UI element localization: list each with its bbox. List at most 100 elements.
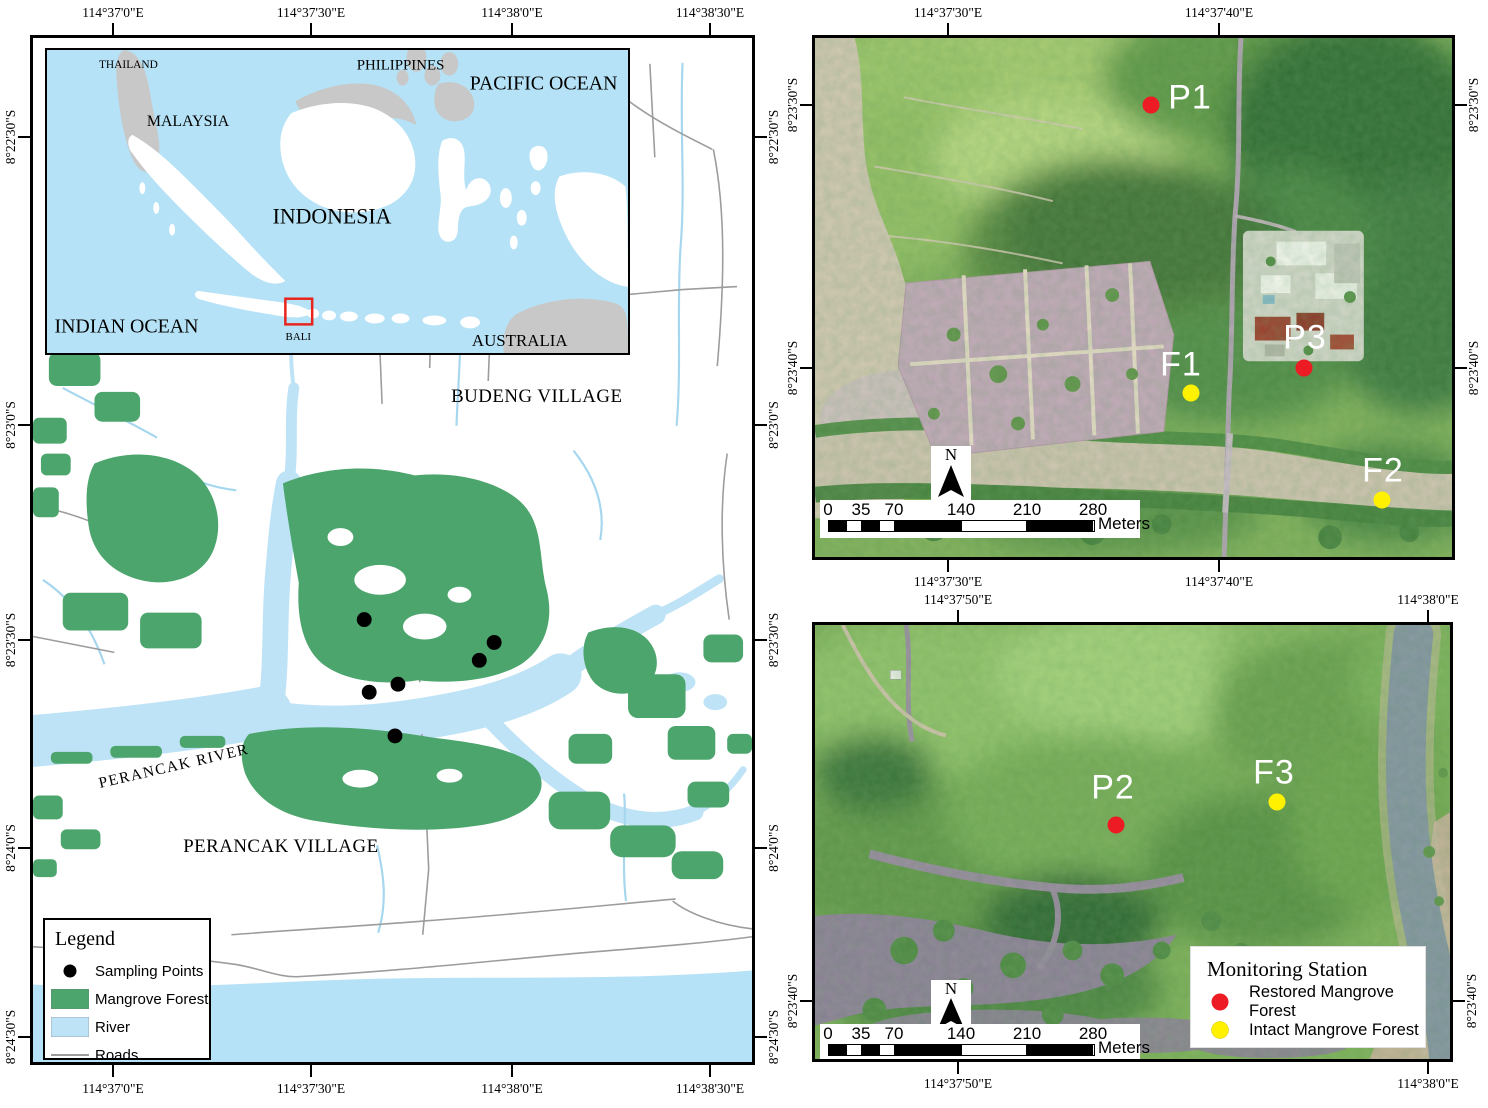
axis-tick [18,424,30,426]
legend-item-river: River [45,1013,209,1041]
axis-tick [112,1065,114,1077]
restored-dot-icon [1191,993,1249,1011]
axis-tick [709,23,711,35]
lon-label: 114°38'30"E [675,1081,745,1096]
scalebar-tick: 210 [1012,1024,1042,1043]
station-dot-F2 [1373,491,1391,509]
lat-label: 8°23'40"S [785,973,800,1029]
legend-item-label: Intact Mangrove Forest [1249,1020,1419,1039]
axis-tick [957,610,959,622]
lon-label: 114°37'50"E [923,1076,993,1091]
axis-tick [310,23,312,35]
scalebar-tick: 280 [1078,1024,1108,1043]
legend-item-label: River [95,1018,131,1036]
scalebar-tick: 0 [823,500,833,519]
sea-shape [33,970,752,1062]
north-arrow: N [931,446,971,502]
axis-tick [709,1065,711,1077]
legend-title: Legend [55,928,115,950]
label-perancak-village: PERANCAK VILLAGE [183,836,378,857]
axis-tick [18,136,30,138]
scalebar-tick: 70 [884,1024,904,1043]
axis-tick [800,104,812,106]
legend-item-label: Restored Mangrove Forest [1249,983,1394,1020]
lon-label: 114°37'30"E [913,574,983,589]
lon-label: 114°37'0"E [82,1081,144,1096]
north-arrow-icon [938,998,964,1028]
overview-map: BUDENG VILLAGE PERANCAK RIVER PERANCAK V… [30,35,755,1065]
lat-label: 8°23'40"S [1464,973,1479,1029]
legend-item-sampling-points: Sampling Points [45,957,209,985]
axis-tick [112,23,114,35]
axis-tick [755,847,767,849]
legend-item-label: Sampling Points [95,962,204,980]
axis-tick [1427,1062,1429,1074]
axis-tick [18,1036,30,1038]
aerial-panel-top: P1 F1 P3 F2 N 0 35 70 140 210 280 Meters [812,35,1455,560]
lat-label: 8°23'30"S [3,612,18,668]
north-label: N [944,445,958,464]
inset-indonesia-land [128,103,628,329]
scalebar: 0 35 70 140 210 280 Meters [820,1024,1150,1059]
mangrove-clearings [327,528,472,788]
axis-tick [18,847,30,849]
river-swatch-icon [45,1017,95,1037]
legend-item-roads: Roads [45,1041,209,1062]
scalebar-tick: 35 [851,500,871,519]
inset-label-pacific-ocean: PACIFIC OCEAN [470,73,618,95]
north-label: N [944,979,958,998]
inset-label-thailand: THAILAND [99,59,158,71]
scalebar-tick: 210 [1012,500,1042,519]
scalebar-bar [828,1044,1095,1056]
scalebar-tick: 280 [1078,500,1108,519]
lat-label: 8°24'0"S [766,824,781,872]
axis-tick [511,1065,513,1077]
sampling-points [356,612,502,744]
axis-tick [800,1000,812,1002]
lat-label: 8°24'30"S [3,1009,18,1065]
north-arrow-icon [938,465,964,497]
lon-label: 114°38'0"E [1397,592,1459,607]
legend-item-label: Mangrove Forest [95,990,209,1008]
scalebar: 0 35 70 140 210 280 Meters [820,500,1150,538]
lat-label: 8°23'40"S [1466,340,1481,396]
label-budeng-village: BUDENG VILLAGE [451,386,622,407]
scalebar-tick: 0 [823,1024,833,1043]
axis-tick [957,1062,959,1074]
axis-tick [1455,104,1467,106]
lat-label: 8°23'30"S [766,612,781,668]
intact-dot-icon [1191,1021,1249,1039]
axis-tick [1427,610,1429,622]
station-label-F1: F1 [1160,345,1202,384]
station-label-F2: F2 [1362,451,1404,490]
lon-label: 114°37'30"E [276,1081,346,1096]
aerial-top-canvas [815,38,1452,557]
aerial-panel-bottom: P2 F3 Monitoring Station Restored Mangro… [812,622,1453,1062]
legend-item-mangrove-forest: Mangrove Forest [45,985,209,1013]
station-label-P2: P2 [1091,768,1135,807]
inset-label-australia: AUSTRALIA [472,331,569,350]
inset-label-indonesia: INDONESIA [273,205,392,229]
station-dot-P2 [1107,816,1125,834]
axis-tick [511,23,513,35]
inset-map-canvas: THAILAND MALAYSIA PHILIPPINES PACIFIC OC… [47,50,628,353]
axis-tick [1218,23,1220,35]
axis-tick [1453,1000,1465,1002]
axis-tick [800,367,812,369]
axis-tick [947,23,949,35]
lat-label: 8°23'30"S [785,77,800,133]
scalebar-tick: 35 [851,1024,871,1043]
lat-label: 8°23'0"S [766,401,781,449]
lon-label: 114°38'0"E [481,5,543,20]
scalebar-unit: Meters [1098,1038,1150,1057]
inset-label-bali: BALI [286,331,312,343]
lat-label: 8°24'0"S [3,824,18,872]
lat-label: 8°22'30"S [3,109,18,165]
bali-highlight-box [284,297,314,326]
inset-label-philippines: PHILIPPINES [357,58,445,74]
scalebar-tick: 70 [884,500,904,519]
sampling-point-icon [45,964,95,978]
mangrove-swatch-icon [45,989,95,1009]
axis-tick [1218,560,1220,572]
